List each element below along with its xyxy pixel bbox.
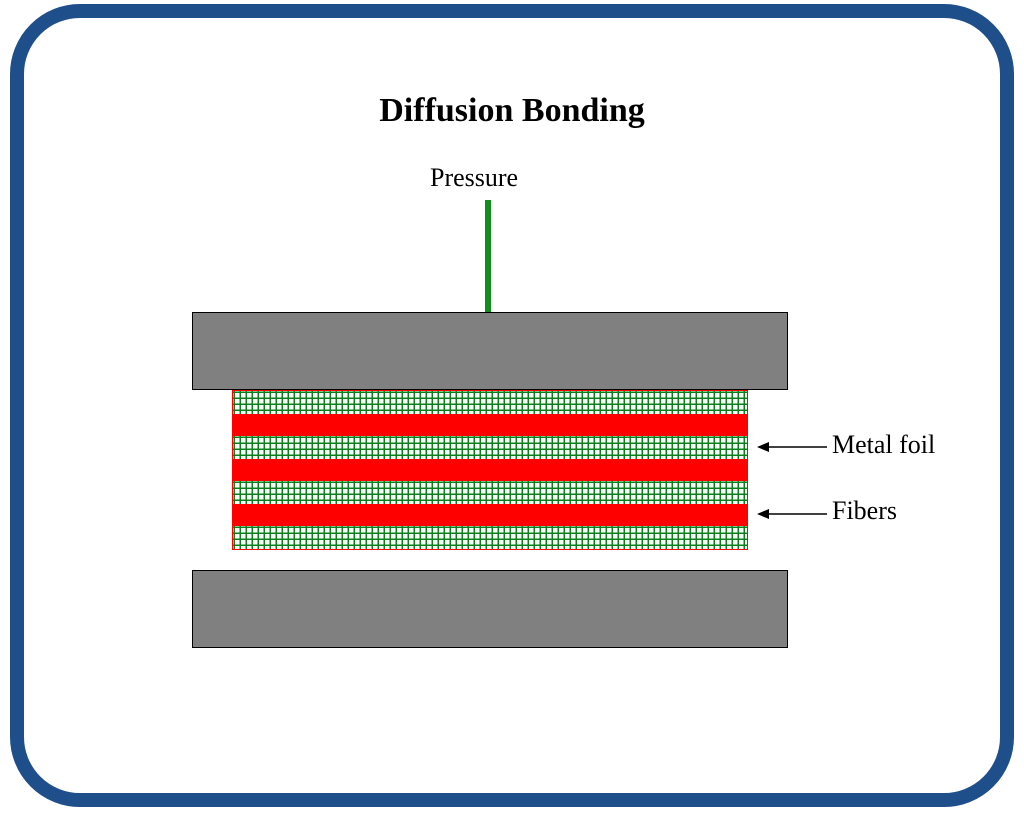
top-plate [192,312,788,390]
metal-foil-layer [232,505,748,525]
metal-foil-arrow-icon [757,441,827,453]
fibers-label: Fibers [832,496,897,526]
bottom-plate [192,570,788,648]
metal-foil-layer [232,460,748,480]
metal-foil-layer [232,415,748,435]
layer-stack [232,390,748,570]
fiber-layer [232,480,748,505]
fiber-layer [232,525,748,550]
fiber-layer [232,435,748,460]
fibers-arrow-icon [757,508,827,520]
pressure-label: Pressure [430,163,518,193]
metal-foil-label: Metal foil [832,430,935,460]
diagram-title: Diffusion Bonding [0,92,1024,130]
fiber-layer [232,390,748,415]
